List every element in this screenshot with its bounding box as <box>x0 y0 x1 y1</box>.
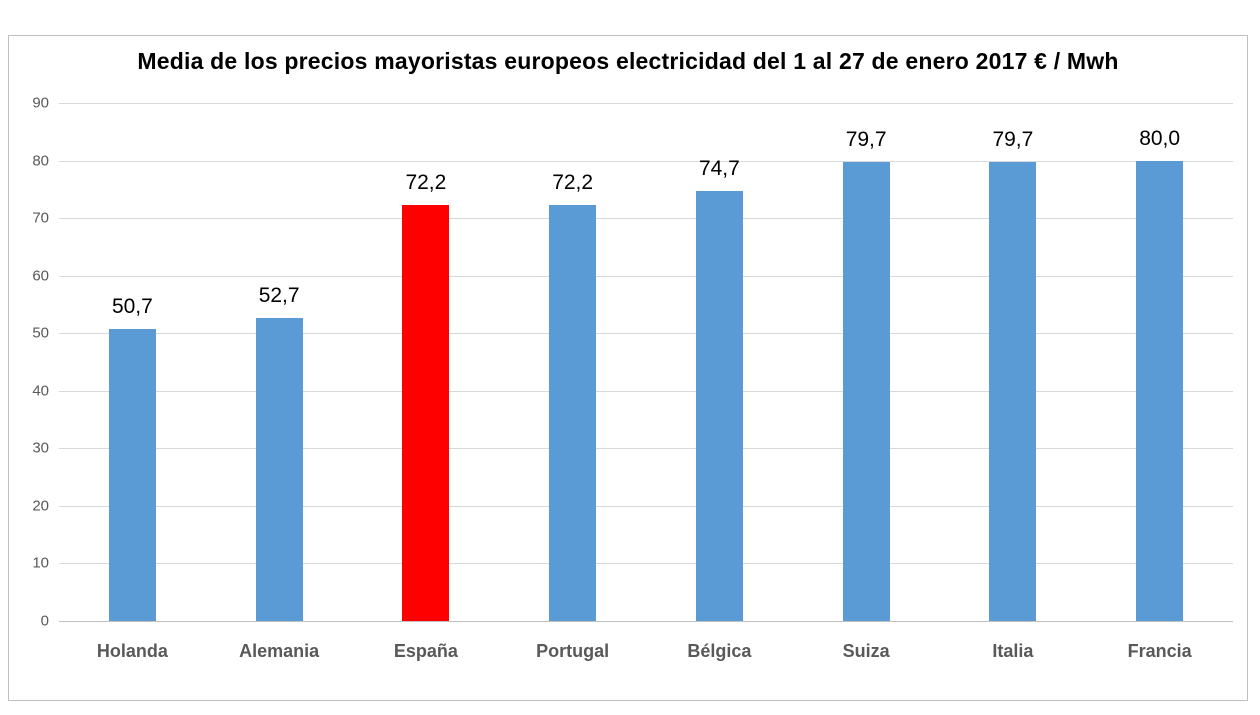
bar-value-label: 79,7 <box>992 128 1034 152</box>
gridline <box>59 160 1233 162</box>
bar <box>842 162 890 621</box>
bar <box>989 162 1037 621</box>
gridline <box>59 275 1233 277</box>
gridline <box>59 390 1233 392</box>
bar-value-label: 80,0 <box>1139 126 1181 150</box>
bar <box>108 329 156 621</box>
y-tick-label: 30 <box>32 439 49 457</box>
chart-title: Media de los precios mayoristas europeos… <box>137 48 1119 74</box>
bar <box>402 205 450 621</box>
y-tick-label: 70 <box>32 209 49 227</box>
bar <box>695 191 743 621</box>
bar-value-label: 52,7 <box>258 283 300 307</box>
y-tick-label: 40 <box>32 382 49 400</box>
gridline <box>59 333 1233 335</box>
y-tick-label: 10 <box>32 554 49 572</box>
bar-value-label: 79,7 <box>845 128 887 152</box>
y-tick-label: 20 <box>32 497 49 515</box>
bar-value-label: 72,2 <box>405 171 447 195</box>
y-tick-label: 60 <box>32 267 49 285</box>
bar <box>1136 160 1184 621</box>
bar <box>255 317 303 621</box>
plot-area: 0 10 20 30 40 50 60 70 80 90 50,7 Holanda 52,7 Aleman… <box>32 95 1233 661</box>
x-axis-label: Holanda <box>96 641 168 661</box>
x-axis-label: Francia <box>1127 641 1192 661</box>
x-axis-label: Italia <box>992 641 1034 661</box>
x-axis-line <box>59 621 1233 622</box>
x-axis-label: Bélgica <box>687 641 752 661</box>
x-axis-label: Suiza <box>842 641 890 661</box>
y-tick-label: 90 <box>32 94 49 112</box>
chart-frame: Media de los precios mayoristas europeos… <box>8 35 1248 701</box>
gridline <box>59 103 1233 104</box>
gridline <box>59 505 1233 507</box>
gridline <box>59 448 1233 450</box>
y-tick-label: 50 <box>32 324 49 342</box>
bar-value-label: 74,7 <box>698 157 740 181</box>
y-tick-label: 0 <box>40 612 49 630</box>
x-axis-label: Alemania <box>239 641 320 661</box>
gridline <box>59 563 1233 565</box>
bar-value-label: 50,7 <box>111 295 153 319</box>
x-axis-label: España <box>393 641 458 661</box>
bar <box>549 205 597 621</box>
x-axis-label: Portugal <box>536 641 610 661</box>
bar-value-label: 72,2 <box>552 171 594 195</box>
gridline <box>59 218 1233 220</box>
y-tick-label: 80 <box>32 152 49 170</box>
